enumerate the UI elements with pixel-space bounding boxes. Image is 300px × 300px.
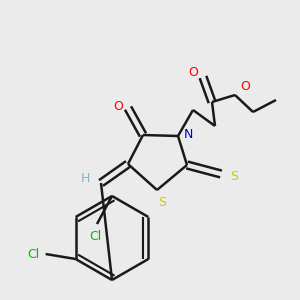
Text: H: H	[80, 172, 90, 184]
Text: S: S	[230, 169, 238, 182]
Text: O: O	[113, 100, 123, 112]
Text: O: O	[188, 65, 198, 79]
Text: Cl: Cl	[28, 248, 40, 260]
Text: Cl: Cl	[89, 230, 101, 242]
Text: O: O	[240, 80, 250, 94]
Text: N: N	[183, 128, 193, 140]
Text: S: S	[158, 196, 166, 208]
